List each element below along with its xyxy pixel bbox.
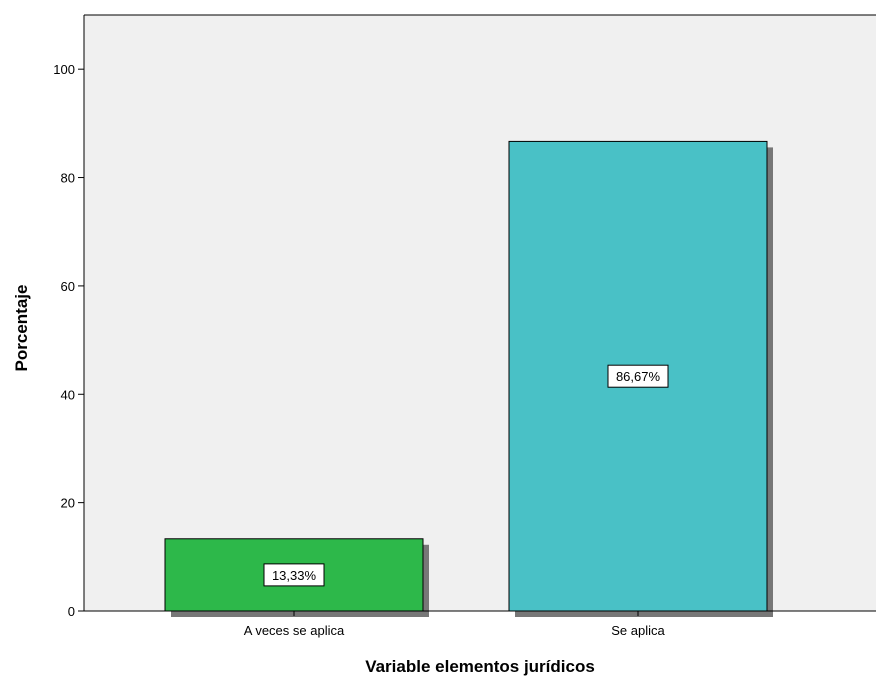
- y-tick-label: 40: [61, 387, 75, 402]
- y-tick-label: 20: [61, 496, 75, 511]
- data-label-box: [263, 563, 325, 587]
- data-label-box: [607, 364, 669, 388]
- x-axis-title: Variable elementos jurídicos: [365, 657, 595, 676]
- y-tick-label: 60: [61, 279, 75, 294]
- data-label: 13,33%: [272, 568, 317, 583]
- data-label: 86,67%: [616, 369, 661, 384]
- x-tick-label: A veces se aplica: [244, 623, 345, 638]
- y-ticks: 0 20 40 60 80 100: [53, 62, 84, 619]
- y-axis-title: Porcentaje: [12, 285, 31, 372]
- x-tick-label: Se aplica: [611, 623, 665, 638]
- y-tick-label: 80: [61, 171, 75, 186]
- bar-1: [164, 538, 424, 612]
- data-labels: 13,33% 86,67%: [263, 364, 669, 587]
- y-tick-label: 100: [53, 62, 75, 77]
- y-tick-label: 0: [68, 604, 75, 619]
- x-ticks: A veces se aplica Se aplica: [244, 611, 666, 638]
